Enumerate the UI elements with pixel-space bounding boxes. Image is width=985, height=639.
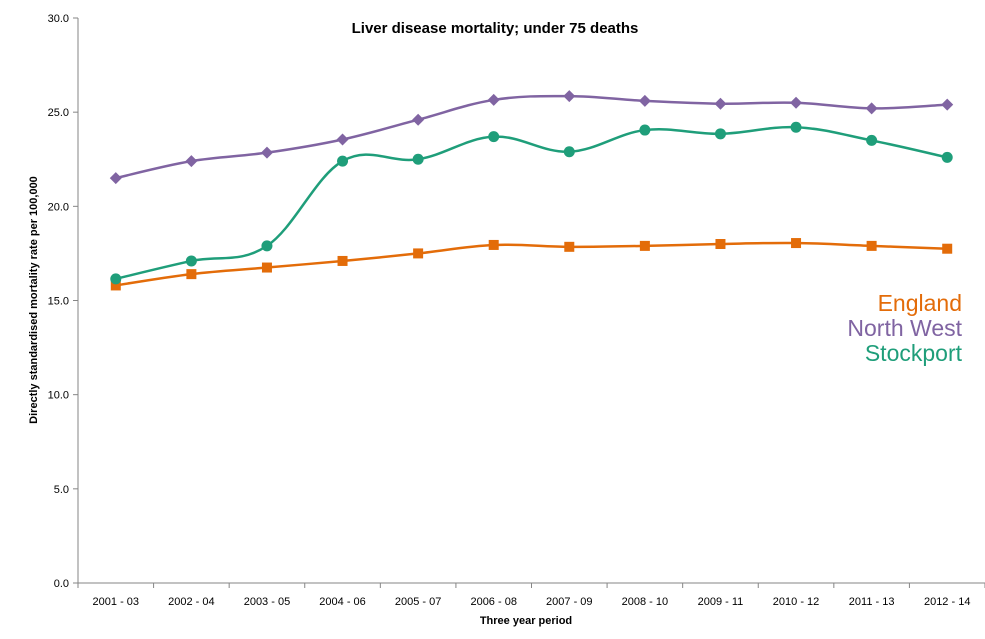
series-line-north-west <box>115 94 948 180</box>
series-line-stockport <box>115 125 948 281</box>
data-point-stockport <box>714 128 726 140</box>
data-point-england <box>942 243 953 254</box>
data-point-north-west <box>714 97 727 110</box>
data-point-england <box>715 239 726 249</box>
data-point-north-west <box>336 133 349 146</box>
x-axis-title: Three year period <box>480 615 572 627</box>
data-point-north-west <box>941 98 954 111</box>
series-lines <box>115 94 948 287</box>
data-point-stockport <box>261 240 273 252</box>
x-tick-label: 2005 - 07 <box>395 596 441 608</box>
x-tick-label: 2009 - 11 <box>698 596 744 608</box>
data-point-england <box>186 269 197 280</box>
data-point-england <box>791 238 802 249</box>
data-point-stockport <box>337 155 349 167</box>
data-point-england <box>110 280 121 291</box>
chart-title: Liver disease mortality; under 75 deaths <box>352 20 639 37</box>
y-tick-label: 30.0 <box>48 13 69 25</box>
x-tick-label: 2007 - 09 <box>546 596 592 608</box>
y-tick-label: 15.0 <box>48 296 69 308</box>
data-point-north-west <box>638 94 651 107</box>
legend-label-north-west: North West <box>847 315 962 341</box>
data-point-england <box>639 240 650 251</box>
data-point-stockport <box>488 131 500 143</box>
data-point-stockport <box>790 121 802 133</box>
y-tick-label: 5.0 <box>54 484 69 496</box>
data-point-stockport <box>941 151 953 163</box>
data-point-north-west <box>487 93 500 106</box>
data-point-stockport <box>185 255 197 267</box>
series-markers <box>109 90 954 291</box>
data-point-england <box>488 239 499 250</box>
x-tick-label: 2004 - 06 <box>319 596 365 608</box>
data-point-england <box>564 241 575 252</box>
x-tick-label: 2006 - 08 <box>470 596 516 608</box>
series-line-england <box>115 241 948 287</box>
x-tick-label: 2002 - 04 <box>168 596 214 608</box>
y-tick-label: 0.0 <box>54 578 69 590</box>
data-point-stockport <box>563 146 575 158</box>
y-tick-label: 25.0 <box>48 107 69 119</box>
data-point-north-west <box>260 146 273 159</box>
legend-label-stockport: Stockport <box>865 340 963 366</box>
x-tick-label: 2011 - 13 <box>849 596 895 608</box>
data-point-north-west <box>109 172 122 185</box>
data-point-england <box>261 262 272 273</box>
data-point-england <box>866 240 877 251</box>
data-point-north-west <box>412 113 425 126</box>
data-point-stockport <box>639 124 651 136</box>
x-tick-label: 2012 - 14 <box>924 596 970 608</box>
x-tick-label: 2003 - 05 <box>244 596 290 608</box>
x-ticks: 2001 - 03 2002 - 04 2003 - 05 2004 - 06 2005… <box>77 583 985 608</box>
y-tick-label: 20.0 <box>48 201 69 213</box>
y-tick-label: 10.0 <box>48 390 69 402</box>
data-point-stockport <box>110 273 122 285</box>
axes <box>77 18 985 584</box>
data-point-stockport <box>412 153 424 165</box>
y-ticks: 0.0 5.0 10.0 15.0 20.0 25.0 30.0 <box>48 13 78 590</box>
data-point-north-west <box>563 90 576 103</box>
legend-label-england: England <box>878 290 962 316</box>
y-axis-title: Directly standardised mortality rate per… <box>28 176 40 424</box>
data-point-north-west <box>185 155 198 168</box>
x-tick-label: 2008 - 10 <box>622 596 668 608</box>
data-point-north-west <box>790 96 803 109</box>
data-point-england <box>413 248 424 259</box>
x-tick-label: 2001 - 03 <box>93 596 139 608</box>
data-point-stockport <box>866 134 878 146</box>
data-point-north-west <box>865 102 878 115</box>
x-tick-label: 2010 - 12 <box>773 596 819 608</box>
data-point-england <box>337 255 348 266</box>
